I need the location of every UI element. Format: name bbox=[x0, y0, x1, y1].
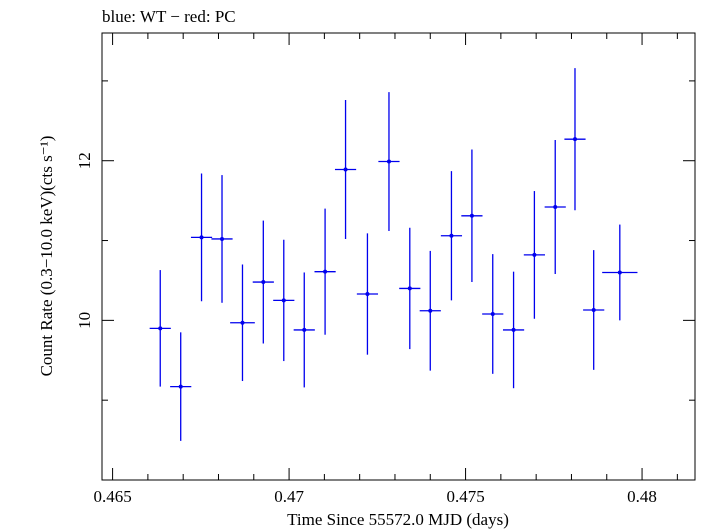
data-point bbox=[314, 208, 336, 335]
point-marker bbox=[449, 233, 454, 238]
data-point bbox=[399, 227, 421, 350]
data-point bbox=[482, 254, 504, 374]
tick-marks bbox=[102, 33, 695, 481]
chart-title: blue: WT − red: PC bbox=[102, 7, 236, 26]
data-point bbox=[149, 270, 171, 387]
data-point bbox=[190, 173, 213, 302]
y-tick-label: 12 bbox=[75, 152, 94, 169]
point-marker bbox=[178, 384, 183, 389]
data-point bbox=[544, 139, 566, 275]
point-marker bbox=[158, 326, 163, 331]
data-point bbox=[583, 250, 605, 370]
point-marker bbox=[490, 311, 495, 316]
data-point bbox=[564, 68, 586, 211]
point-marker bbox=[240, 320, 245, 325]
point-marker bbox=[617, 270, 622, 275]
point-marker bbox=[220, 236, 225, 241]
point-marker bbox=[302, 327, 307, 332]
point-marker bbox=[572, 137, 577, 142]
point-marker bbox=[261, 280, 266, 285]
data-point bbox=[440, 171, 463, 301]
point-marker bbox=[532, 252, 537, 257]
x-tick-label: 0.475 bbox=[446, 487, 484, 506]
point-marker bbox=[323, 269, 328, 274]
tick-labels: 0.465 0.47 0.475 0.48 10 12 bbox=[75, 152, 657, 506]
plot-frame bbox=[101, 32, 696, 481]
y-tick-label: 10 bbox=[75, 312, 94, 329]
point-marker bbox=[407, 286, 412, 291]
data-point bbox=[334, 100, 357, 239]
point-marker bbox=[365, 292, 370, 297]
point-marker bbox=[199, 235, 204, 240]
data-point bbox=[230, 264, 255, 382]
data-point bbox=[502, 271, 525, 389]
data-point bbox=[523, 191, 545, 319]
y-axis-label: Count Rate (0.3−10.0 keV)(cts s⁻¹) bbox=[37, 136, 56, 377]
data-point bbox=[378, 92, 400, 231]
point-marker bbox=[281, 298, 286, 303]
data-point bbox=[356, 233, 379, 355]
x-tick-label: 0.47 bbox=[274, 487, 304, 506]
point-marker bbox=[591, 307, 596, 312]
data-point bbox=[273, 239, 295, 362]
point-marker bbox=[343, 167, 348, 172]
data-point bbox=[419, 250, 441, 371]
data-point bbox=[293, 272, 315, 388]
data-points bbox=[149, 68, 638, 441]
point-marker bbox=[511, 327, 516, 332]
x-tick-label: 0.465 bbox=[93, 487, 131, 506]
data-point bbox=[252, 220, 274, 344]
point-marker bbox=[469, 213, 474, 218]
data-point bbox=[461, 149, 483, 283]
point-marker bbox=[553, 205, 558, 210]
data-point bbox=[211, 175, 233, 303]
point-marker bbox=[428, 308, 433, 313]
x-axis-label: Time Since 55572.0 MJD (days) bbox=[287, 510, 509, 529]
data-point bbox=[602, 224, 638, 321]
data-point bbox=[170, 332, 192, 441]
x-tick-label: 0.48 bbox=[627, 487, 657, 506]
point-marker bbox=[386, 159, 391, 164]
